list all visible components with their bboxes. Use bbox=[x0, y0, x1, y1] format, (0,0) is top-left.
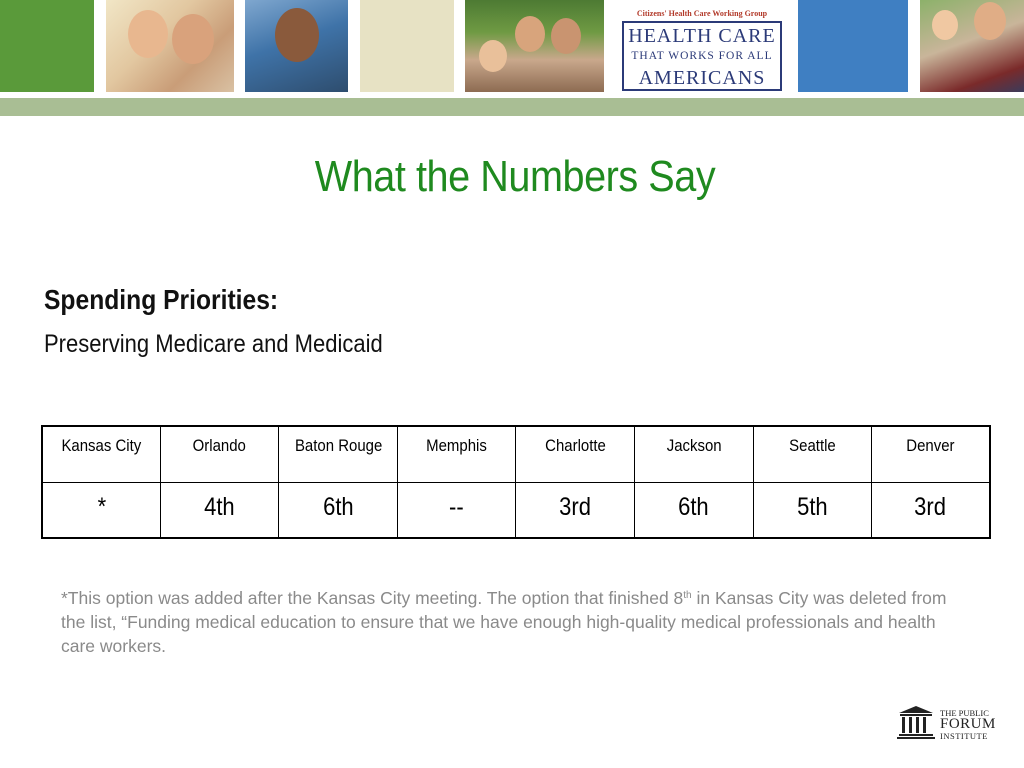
table-header-cell: Memphis bbox=[396, 425, 517, 483]
banner-photo-young-man bbox=[245, 0, 348, 92]
rank-cell: 4th bbox=[159, 481, 280, 539]
logo-text-the-public: THE PUBLIC bbox=[940, 708, 989, 718]
city-ranking-table: Kansas City Orlando Baton Rouge Memphis … bbox=[41, 425, 991, 539]
logo-line-2: THAT WORKS FOR ALL bbox=[631, 50, 773, 62]
table-header-cell: Orlando bbox=[159, 425, 280, 483]
footnote-text-2: in Kansas City was deleted from the list… bbox=[61, 588, 947, 656]
table-header-cell: Charlotte bbox=[515, 425, 635, 483]
rank-cell: 6th bbox=[278, 481, 398, 539]
logo-text-forum: FORUM bbox=[940, 716, 996, 732]
table-header-row: Kansas City Orlando Baton Rouge Memphis … bbox=[41, 425, 991, 483]
banner-photo-children bbox=[465, 0, 604, 92]
banner-green-tile bbox=[0, 0, 94, 92]
banner-divider-strip bbox=[0, 98, 1024, 116]
logo-line-1: HEALTH CARE bbox=[628, 25, 776, 47]
banner-photo-elderly-couple bbox=[106, 0, 234, 92]
rank-cell: -- bbox=[396, 481, 517, 539]
slide-title: What the Numbers Say bbox=[314, 152, 716, 201]
rank-cell: * bbox=[41, 481, 161, 539]
rank-cell: 6th bbox=[634, 481, 754, 539]
preserving-medicare-subheading: Preserving Medicare and Medicaid bbox=[44, 330, 383, 358]
table-row: * 4th 6th -- 3rd 6th 5th 3rd bbox=[41, 481, 991, 539]
footnote-text-1: *This option was added after the Kansas … bbox=[61, 588, 684, 608]
table-header-cell: Seattle bbox=[752, 425, 872, 483]
footnote: *This option was added after the Kansas … bbox=[61, 586, 971, 658]
table-header-cell: Baton Rouge bbox=[278, 425, 398, 483]
rank-cell: 3rd bbox=[515, 481, 635, 539]
health-care-logo: Citizens' Health Care Working Group HEAL… bbox=[616, 0, 786, 92]
banner-cream-tile bbox=[360, 0, 454, 92]
public-forum-institute-logo: THE PUBLIC FORUM INSTITUTE bbox=[896, 704, 1000, 742]
rank-cell: 3rd bbox=[870, 481, 991, 539]
building-columns-icon bbox=[897, 706, 935, 739]
logo-line-3: AMERICANS bbox=[638, 67, 766, 89]
footnote-superscript: th bbox=[683, 590, 692, 601]
logo-box: HEALTH CARE THAT WORKS FOR ALL AMERICANS bbox=[622, 21, 782, 91]
logo-tagline: Citizens' Health Care Working Group bbox=[636, 9, 768, 18]
rank-cell: 5th bbox=[752, 481, 872, 539]
table-header-cell: Kansas City bbox=[41, 425, 161, 483]
banner-photo-grandfather-child bbox=[920, 0, 1024, 92]
spending-priorities-heading: Spending Priorities: bbox=[44, 284, 279, 315]
table-header-cell: Jackson bbox=[634, 425, 754, 483]
banner-blue-tile bbox=[798, 0, 908, 92]
table-header-cell: Denver bbox=[870, 425, 991, 483]
header-banner: Citizens' Health Care Working Group HEAL… bbox=[0, 0, 1024, 94]
logo-text-institute: INSTITUTE bbox=[940, 731, 988, 741]
